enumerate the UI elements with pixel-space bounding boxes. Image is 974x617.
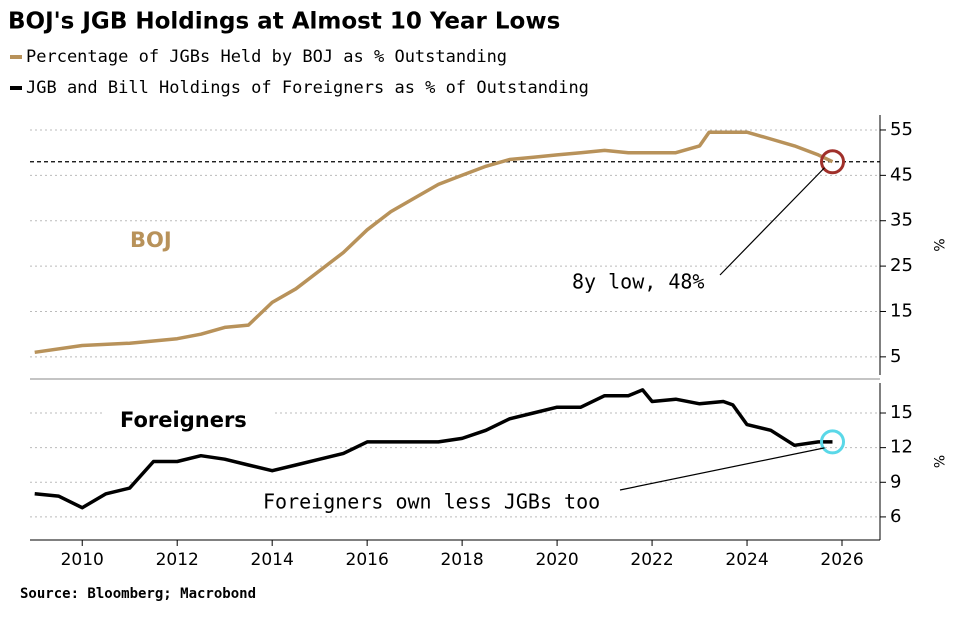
annotation-arrow xyxy=(619,447,825,491)
label-box xyxy=(105,401,275,441)
x-tick-label: 2010 xyxy=(61,550,104,570)
series-line xyxy=(34,130,834,355)
y-tick-label: 15 xyxy=(890,402,913,423)
x-tick-label: 2022 xyxy=(630,550,673,570)
y-axis-label: % xyxy=(930,455,946,468)
x-tick-label: 2014 xyxy=(251,550,294,570)
chart-title: BOJ's JGB Holdings at Almost 10 Year Low… xyxy=(8,9,560,35)
y-axis-label: % xyxy=(930,238,946,251)
annotation-arrow xyxy=(719,167,825,276)
series-line xyxy=(34,388,833,510)
y-tick-label: 55 xyxy=(890,119,913,140)
y-tick-label: 12 xyxy=(890,437,913,458)
legend-label: Percentage of JGBs Held by BOJ as % Outs… xyxy=(26,47,507,67)
annotation: 8y low, 48% xyxy=(572,270,704,294)
y-tick-label: 25 xyxy=(890,255,913,276)
x-tick-label: 2012 xyxy=(156,550,199,570)
annotation: Foreigners own less JGBs too xyxy=(263,490,600,514)
panel-label: Foreigners xyxy=(120,408,247,432)
x-tick-label: 2020 xyxy=(535,550,578,570)
x-tick-label: 2026 xyxy=(820,550,863,570)
x-tick-label: 2024 xyxy=(725,550,768,570)
y-tick-label: 15 xyxy=(890,300,913,321)
legend-label: JGB and Bill Holdings of Foreigners as %… xyxy=(26,78,589,98)
x-tick-label: 2018 xyxy=(440,550,483,570)
source: Source: Bloomberg; Macrobond xyxy=(20,586,256,602)
y-tick-label: 6 xyxy=(890,506,901,527)
panel-label: BOJ xyxy=(130,228,172,252)
x-tick-label: 2016 xyxy=(346,550,389,570)
highlight-ring xyxy=(820,429,846,455)
y-tick-label: 35 xyxy=(890,210,913,231)
y-tick-label: 9 xyxy=(890,471,901,492)
highlight-ring xyxy=(820,149,846,175)
y-tick-label: 5 xyxy=(890,346,901,367)
y-tick-label: 45 xyxy=(890,164,913,185)
